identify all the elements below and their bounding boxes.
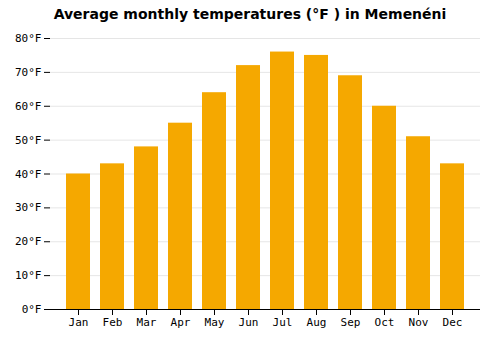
- svg-text:Oct: Oct: [375, 316, 395, 329]
- svg-text:30°F: 30°F: [15, 201, 42, 214]
- svg-text:50°F: 50°F: [15, 134, 42, 147]
- svg-text:Feb: Feb: [103, 316, 123, 329]
- svg-text:Sep: Sep: [341, 316, 361, 329]
- svg-text:Aug: Aug: [307, 316, 327, 329]
- svg-text:70°F: 70°F: [15, 66, 42, 79]
- html-text:Average monthly temperatures (: Average monthly temperatures (°F ) in Me…: [53, 6, 447, 22]
- svg-text:40°F: 40°F: [15, 168, 42, 181]
- svg-text:Jul: Jul: [273, 316, 293, 329]
- svg-text:60°F: 60°F: [15, 100, 42, 113]
- svg-text:Dec: Dec: [443, 316, 463, 329]
- svg-text:0°F: 0°F: [22, 303, 42, 316]
- svg-text:Mar: Mar: [137, 316, 157, 329]
- svg-text:80°F: 80°F: [15, 32, 42, 45]
- svg-text:May: May: [205, 316, 225, 329]
- svg-text:20°F: 20°F: [15, 235, 42, 248]
- svg-text:Apr: Apr: [171, 316, 191, 329]
- svg-text:Jun: Jun: [239, 316, 259, 329]
- svg-text:10°F: 10°F: [15, 269, 42, 282]
- svg-text:Nov: Nov: [409, 316, 429, 329]
- svg-text:Jan: Jan: [69, 316, 89, 329]
